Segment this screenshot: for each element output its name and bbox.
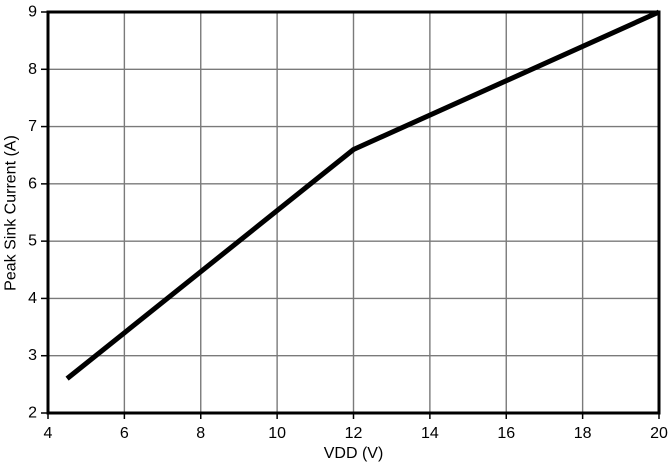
y-tick-label: 4 xyxy=(28,290,37,307)
y-axis-title: Peak Sink Current (A) xyxy=(2,134,19,291)
y-tick-label: 8 xyxy=(28,61,37,78)
x-axis-title: VDD (V) xyxy=(323,445,384,462)
x-tick-label: 18 xyxy=(574,425,592,442)
y-tick-label: 5 xyxy=(28,233,37,250)
y-tick-label: 7 xyxy=(28,118,37,135)
plot-frame xyxy=(46,10,661,415)
x-tick-label: 10 xyxy=(268,425,286,442)
y-tick-label: 2 xyxy=(28,405,37,422)
x-tick-label: 6 xyxy=(120,425,129,442)
data-line-peak-sink-current xyxy=(65,9,661,381)
y-tick-label: 6 xyxy=(28,175,37,192)
x-tick-label: 4 xyxy=(44,425,53,442)
x-tick-label: 14 xyxy=(421,425,439,442)
x-tick-label: 16 xyxy=(497,425,515,442)
y-tick-label: 9 xyxy=(28,4,37,21)
x-tick-label: 12 xyxy=(345,425,363,442)
x-tick-label: 20 xyxy=(650,425,668,442)
x-tick-label: 8 xyxy=(196,425,205,442)
y-tick-label: 3 xyxy=(28,347,37,364)
